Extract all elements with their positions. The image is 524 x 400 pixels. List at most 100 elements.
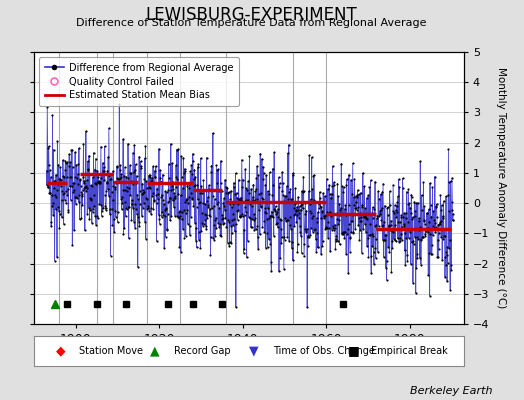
Point — [334, 193, 342, 200]
Point — [68, 241, 77, 248]
Point — [289, 172, 298, 178]
Point — [88, 220, 96, 226]
Point — [69, 164, 77, 170]
Point — [282, 193, 290, 199]
Point — [253, 223, 261, 229]
Point — [392, 214, 400, 220]
Point — [197, 183, 205, 190]
Point — [441, 274, 449, 280]
Text: LEWISBURG-EXPERIMENT: LEWISBURG-EXPERIMENT — [146, 6, 357, 24]
Point — [92, 179, 101, 186]
Point — [152, 200, 161, 206]
Point — [337, 230, 346, 237]
Point — [73, 171, 82, 178]
Point — [362, 229, 370, 236]
Point — [66, 174, 74, 180]
Point — [161, 234, 170, 240]
Point — [95, 180, 104, 187]
Point — [397, 212, 406, 218]
Point — [194, 161, 202, 168]
Point — [141, 143, 149, 149]
Point — [352, 199, 361, 206]
Point — [440, 232, 448, 239]
Point — [246, 199, 254, 205]
Point — [417, 236, 425, 242]
Point — [436, 192, 445, 198]
Point — [441, 254, 450, 260]
Point — [200, 211, 209, 217]
Point — [364, 254, 373, 260]
Point — [134, 196, 143, 202]
Point — [107, 189, 116, 195]
Point — [102, 188, 111, 194]
Point — [165, 161, 173, 167]
Point — [130, 142, 138, 148]
Point — [355, 210, 364, 216]
Point — [363, 195, 371, 201]
Point — [75, 145, 83, 151]
Point — [250, 215, 259, 222]
Point — [383, 277, 391, 283]
Point — [77, 188, 85, 195]
Point — [54, 204, 62, 210]
Text: Station Move: Station Move — [79, 346, 143, 356]
Point — [307, 225, 315, 232]
Point — [163, 226, 171, 232]
Point — [365, 211, 373, 217]
Point — [375, 196, 383, 202]
Point — [413, 251, 421, 257]
Point — [317, 204, 325, 210]
Point — [406, 228, 414, 235]
Point — [395, 176, 403, 182]
Point — [132, 180, 140, 186]
Point — [374, 188, 383, 194]
Point — [213, 180, 221, 187]
Point — [247, 224, 255, 230]
Point — [48, 112, 57, 118]
Point — [411, 208, 420, 214]
Point — [173, 176, 182, 182]
Legend: Difference from Regional Average, Quality Control Failed, Estimated Station Mean: Difference from Regional Average, Qualit… — [39, 57, 239, 106]
Point — [64, 209, 73, 215]
Point — [194, 196, 202, 202]
Point — [163, 210, 172, 217]
Point — [143, 185, 151, 192]
Point — [199, 222, 207, 229]
Point — [94, 178, 103, 185]
Point — [424, 206, 433, 213]
Point — [221, 176, 230, 183]
Point — [394, 235, 402, 242]
Point — [392, 203, 401, 209]
Point — [164, 199, 172, 205]
Point — [177, 153, 185, 160]
Point — [449, 217, 457, 224]
Point — [378, 223, 386, 230]
Point — [367, 270, 375, 276]
Point — [132, 206, 140, 212]
Point — [398, 224, 406, 231]
Point — [386, 202, 394, 209]
Point — [210, 236, 219, 243]
Point — [359, 213, 368, 220]
Point — [208, 205, 216, 212]
Point — [281, 218, 290, 224]
Point — [298, 250, 306, 256]
Point — [315, 199, 323, 206]
Point — [161, 212, 169, 219]
Point — [418, 207, 426, 213]
Point — [172, 162, 180, 169]
Point — [189, 203, 198, 209]
Point — [189, 158, 197, 164]
Point — [421, 231, 430, 238]
Point — [413, 199, 422, 206]
Point — [292, 207, 300, 213]
Point — [181, 168, 190, 175]
Point — [351, 204, 359, 211]
Point — [354, 215, 363, 221]
Point — [78, 193, 86, 199]
Point — [89, 209, 97, 215]
Point — [406, 210, 414, 216]
Point — [69, 180, 77, 186]
Point — [193, 164, 202, 170]
Point — [137, 163, 145, 169]
